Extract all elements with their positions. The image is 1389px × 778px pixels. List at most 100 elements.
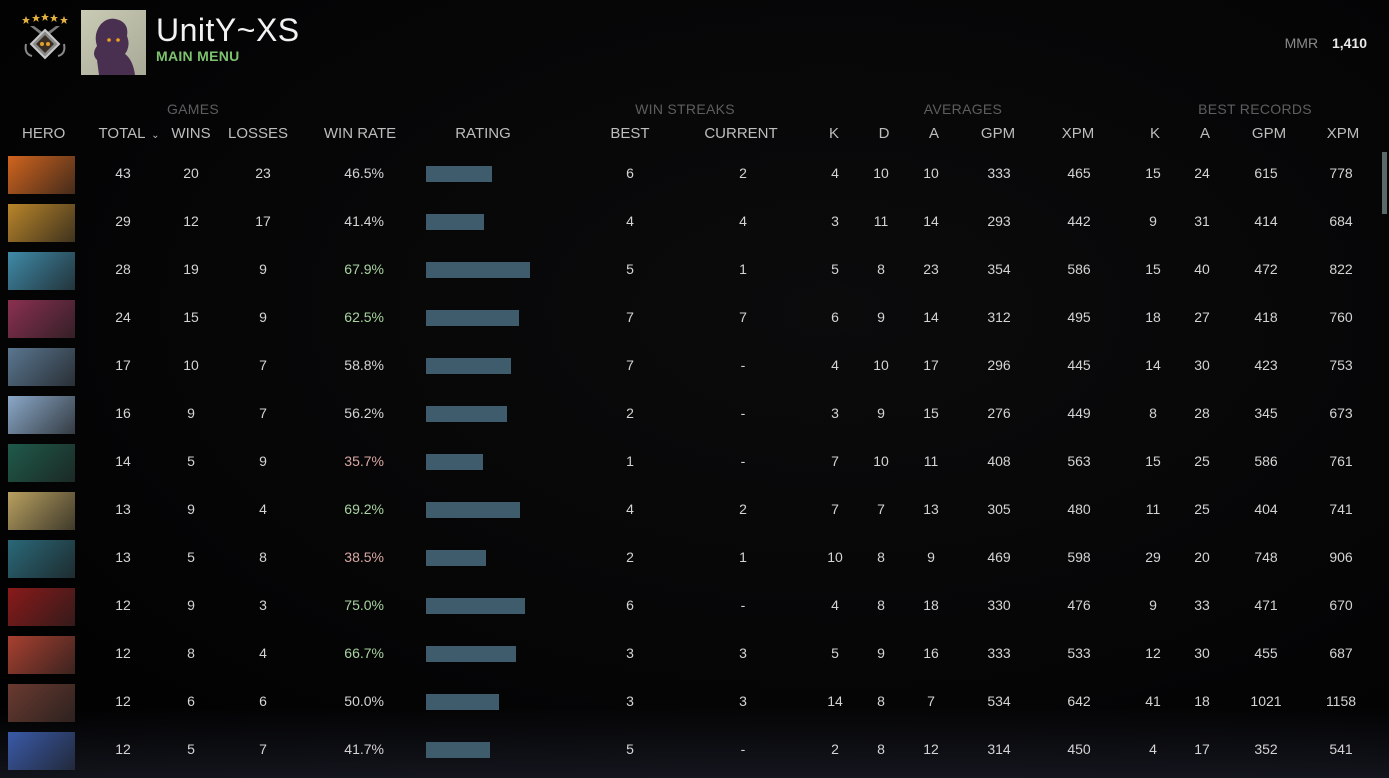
- column-header-losses[interactable]: LOSSES: [227, 125, 289, 142]
- wins-cell: 9: [187, 405, 195, 421]
- record-gpm-cell: 423: [1254, 357, 1278, 373]
- win-rate-cell: 38.5%: [344, 549, 384, 565]
- hero-portrait[interactable]: [8, 636, 75, 674]
- record-xpm-cell: 670: [1329, 597, 1353, 613]
- column-header-current[interactable]: CURRENT: [704, 125, 778, 142]
- avatar-image: [94, 18, 135, 75]
- current-streak-cell: -: [740, 357, 746, 373]
- avg-assists-cell: 16: [923, 645, 939, 661]
- record-kills-cell: 12: [1145, 645, 1161, 661]
- column-header-rating[interactable]: RATING: [455, 125, 511, 142]
- table-row[interactable]: 14 5 9 35.7% 1 - 7 10 11 408 563 15 25 586 761: [0, 439, 1389, 487]
- avg-deaths-cell: 11: [873, 213, 889, 229]
- column-header-best[interactable]: BEST: [610, 125, 650, 142]
- chevron-down-icon: ⌄: [151, 130, 160, 141]
- hero-portrait[interactable]: [8, 204, 75, 242]
- total-label: TOTAL: [98, 125, 145, 142]
- table-row[interactable]: 12 6 6 50.0% 3 3 14 8 7 534 642 41 18 1021 1158: [0, 679, 1389, 727]
- table-row[interactable]: 12 8 4 66.7% 3 3 5 9 16 333 533 12 30 455 687: [0, 631, 1389, 679]
- rating-bar: [426, 550, 486, 566]
- best-streak-cell: 3: [626, 693, 634, 709]
- record-assists-cell: 24: [1194, 165, 1210, 181]
- win-rate-cell: 35.7%: [344, 453, 384, 469]
- table-row[interactable]: 16 9 7 56.2% 2 - 3 9 15 276 449 8 28 345 673: [0, 391, 1389, 439]
- hero-stats-table: 43 20 23 46.5% 6 2 4 10 10 333 465 15 24 615 778 29 12 17…: [0, 151, 1389, 775]
- main-menu-link[interactable]: MAIN MENU: [156, 48, 240, 64]
- avg-gpm-cell: 408: [987, 453, 1011, 469]
- record-kills-cell: 18: [1145, 309, 1161, 325]
- table-row[interactable]: 17 10 7 58.8% 7 - 4 10 17 296 445 14 30 423 753: [0, 343, 1389, 391]
- hero-portrait[interactable]: [8, 156, 75, 194]
- record-kills-cell: 15: [1145, 453, 1161, 469]
- losses-cell: 8: [259, 549, 267, 565]
- avg-xpm-cell: 442: [1067, 213, 1091, 229]
- total-cell: 12: [115, 693, 131, 709]
- best-streak-cell: 7: [626, 357, 634, 373]
- record-kills-cell: 9: [1149, 597, 1157, 613]
- hero-portrait[interactable]: [8, 540, 75, 578]
- table-row[interactable]: 13 5 8 38.5% 2 1 10 8 9 469 598 29 20 748 906: [0, 535, 1389, 583]
- record-xpm-cell: 687: [1329, 645, 1353, 661]
- hero-portrait[interactable]: [8, 396, 75, 434]
- column-header-avg-xpm[interactable]: XPM: [1061, 125, 1095, 142]
- table-row[interactable]: 29 12 17 41.4% 4 4 3 11 14 293 442 9 31 414 684: [0, 199, 1389, 247]
- hero-portrait[interactable]: [8, 348, 75, 386]
- column-header-rec-xpm[interactable]: XPM: [1326, 125, 1360, 142]
- avg-assists-cell: 7: [927, 693, 935, 709]
- column-header-avg-k[interactable]: K: [828, 125, 839, 142]
- avatar[interactable]: [81, 10, 146, 75]
- table-row[interactable]: 12 9 3 75.0% 6 - 4 8 18 330 476 9 33 471 670: [0, 583, 1389, 631]
- table-row[interactable]: 28 19 9 67.9% 5 1 5 8 23 354 586 15 40 472 822: [0, 247, 1389, 295]
- avg-gpm-cell: 333: [987, 165, 1011, 181]
- avg-kills-cell: 3: [831, 213, 839, 229]
- current-streak-cell: 3: [739, 645, 747, 661]
- hero-portrait[interactable]: [8, 300, 75, 338]
- avg-deaths-cell: 10: [873, 453, 889, 469]
- hero-portrait[interactable]: [8, 252, 75, 290]
- record-assists-cell: 33: [1194, 597, 1210, 613]
- column-header-wins[interactable]: WINS: [171, 125, 211, 142]
- hero-portrait[interactable]: [8, 684, 75, 722]
- wins-cell: 15: [183, 309, 199, 325]
- group-header-averages: AVERAGES: [923, 101, 1003, 117]
- hero-portrait[interactable]: [8, 492, 75, 530]
- column-header-avg-d[interactable]: D: [878, 125, 890, 142]
- column-header-hero[interactable]: HERO: [22, 125, 66, 142]
- record-gpm-cell: 404: [1254, 501, 1278, 517]
- mmr-display: MMR 1,410: [1285, 35, 1367, 51]
- record-xpm-cell: 761: [1329, 453, 1353, 469]
- column-header-avg-gpm[interactable]: GPM: [980, 125, 1016, 142]
- losses-cell: 3: [259, 597, 267, 613]
- record-xpm-cell: 741: [1329, 501, 1353, 517]
- table-row[interactable]: 24 15 9 62.5% 7 7 6 9 14 312 495 18 27 418 760: [0, 295, 1389, 343]
- hero-portrait[interactable]: [8, 732, 75, 770]
- avg-xpm-cell: 563: [1067, 453, 1091, 469]
- avg-assists-cell: 14: [923, 213, 939, 229]
- avg-xpm-cell: 642: [1067, 693, 1091, 709]
- record-gpm-cell: 352: [1254, 741, 1278, 757]
- hero-portrait[interactable]: [8, 444, 75, 482]
- win-rate-cell: 67.9%: [344, 261, 384, 277]
- record-gpm-cell: 615: [1254, 165, 1278, 181]
- avg-assists-cell: 13: [923, 501, 939, 517]
- best-streak-cell: 4: [626, 213, 634, 229]
- table-row[interactable]: 13 9 4 69.2% 4 2 7 7 13 305 480 11 25 404 741: [0, 487, 1389, 535]
- hero-portrait[interactable]: [8, 588, 75, 626]
- current-streak-cell: 2: [739, 501, 747, 517]
- column-header-avg-a[interactable]: A: [928, 125, 939, 142]
- current-streak-cell: 1: [739, 261, 747, 277]
- column-header-win-rate[interactable]: WIN RATE: [323, 125, 397, 142]
- column-header-total[interactable]: TOTAL ⌄: [96, 125, 162, 142]
- scrollbar[interactable]: [1382, 152, 1387, 214]
- total-cell: 12: [115, 741, 131, 757]
- table-row[interactable]: 12 5 7 41.7% 5 - 2 8 12 314 450 4 17 352 541: [0, 727, 1389, 775]
- record-kills-cell: 8: [1149, 405, 1157, 421]
- losses-cell: 9: [259, 309, 267, 325]
- win-rate-cell: 58.8%: [344, 357, 384, 373]
- column-header-rec-a[interactable]: A: [1199, 125, 1210, 142]
- table-row[interactable]: 43 20 23 46.5% 6 2 4 10 10 333 465 15 24 615 778: [0, 151, 1389, 199]
- column-header-rec-k[interactable]: K: [1149, 125, 1160, 142]
- record-assists-cell: 18: [1194, 693, 1210, 709]
- wins-cell: 5: [187, 741, 195, 757]
- column-header-rec-gpm[interactable]: GPM: [1251, 125, 1287, 142]
